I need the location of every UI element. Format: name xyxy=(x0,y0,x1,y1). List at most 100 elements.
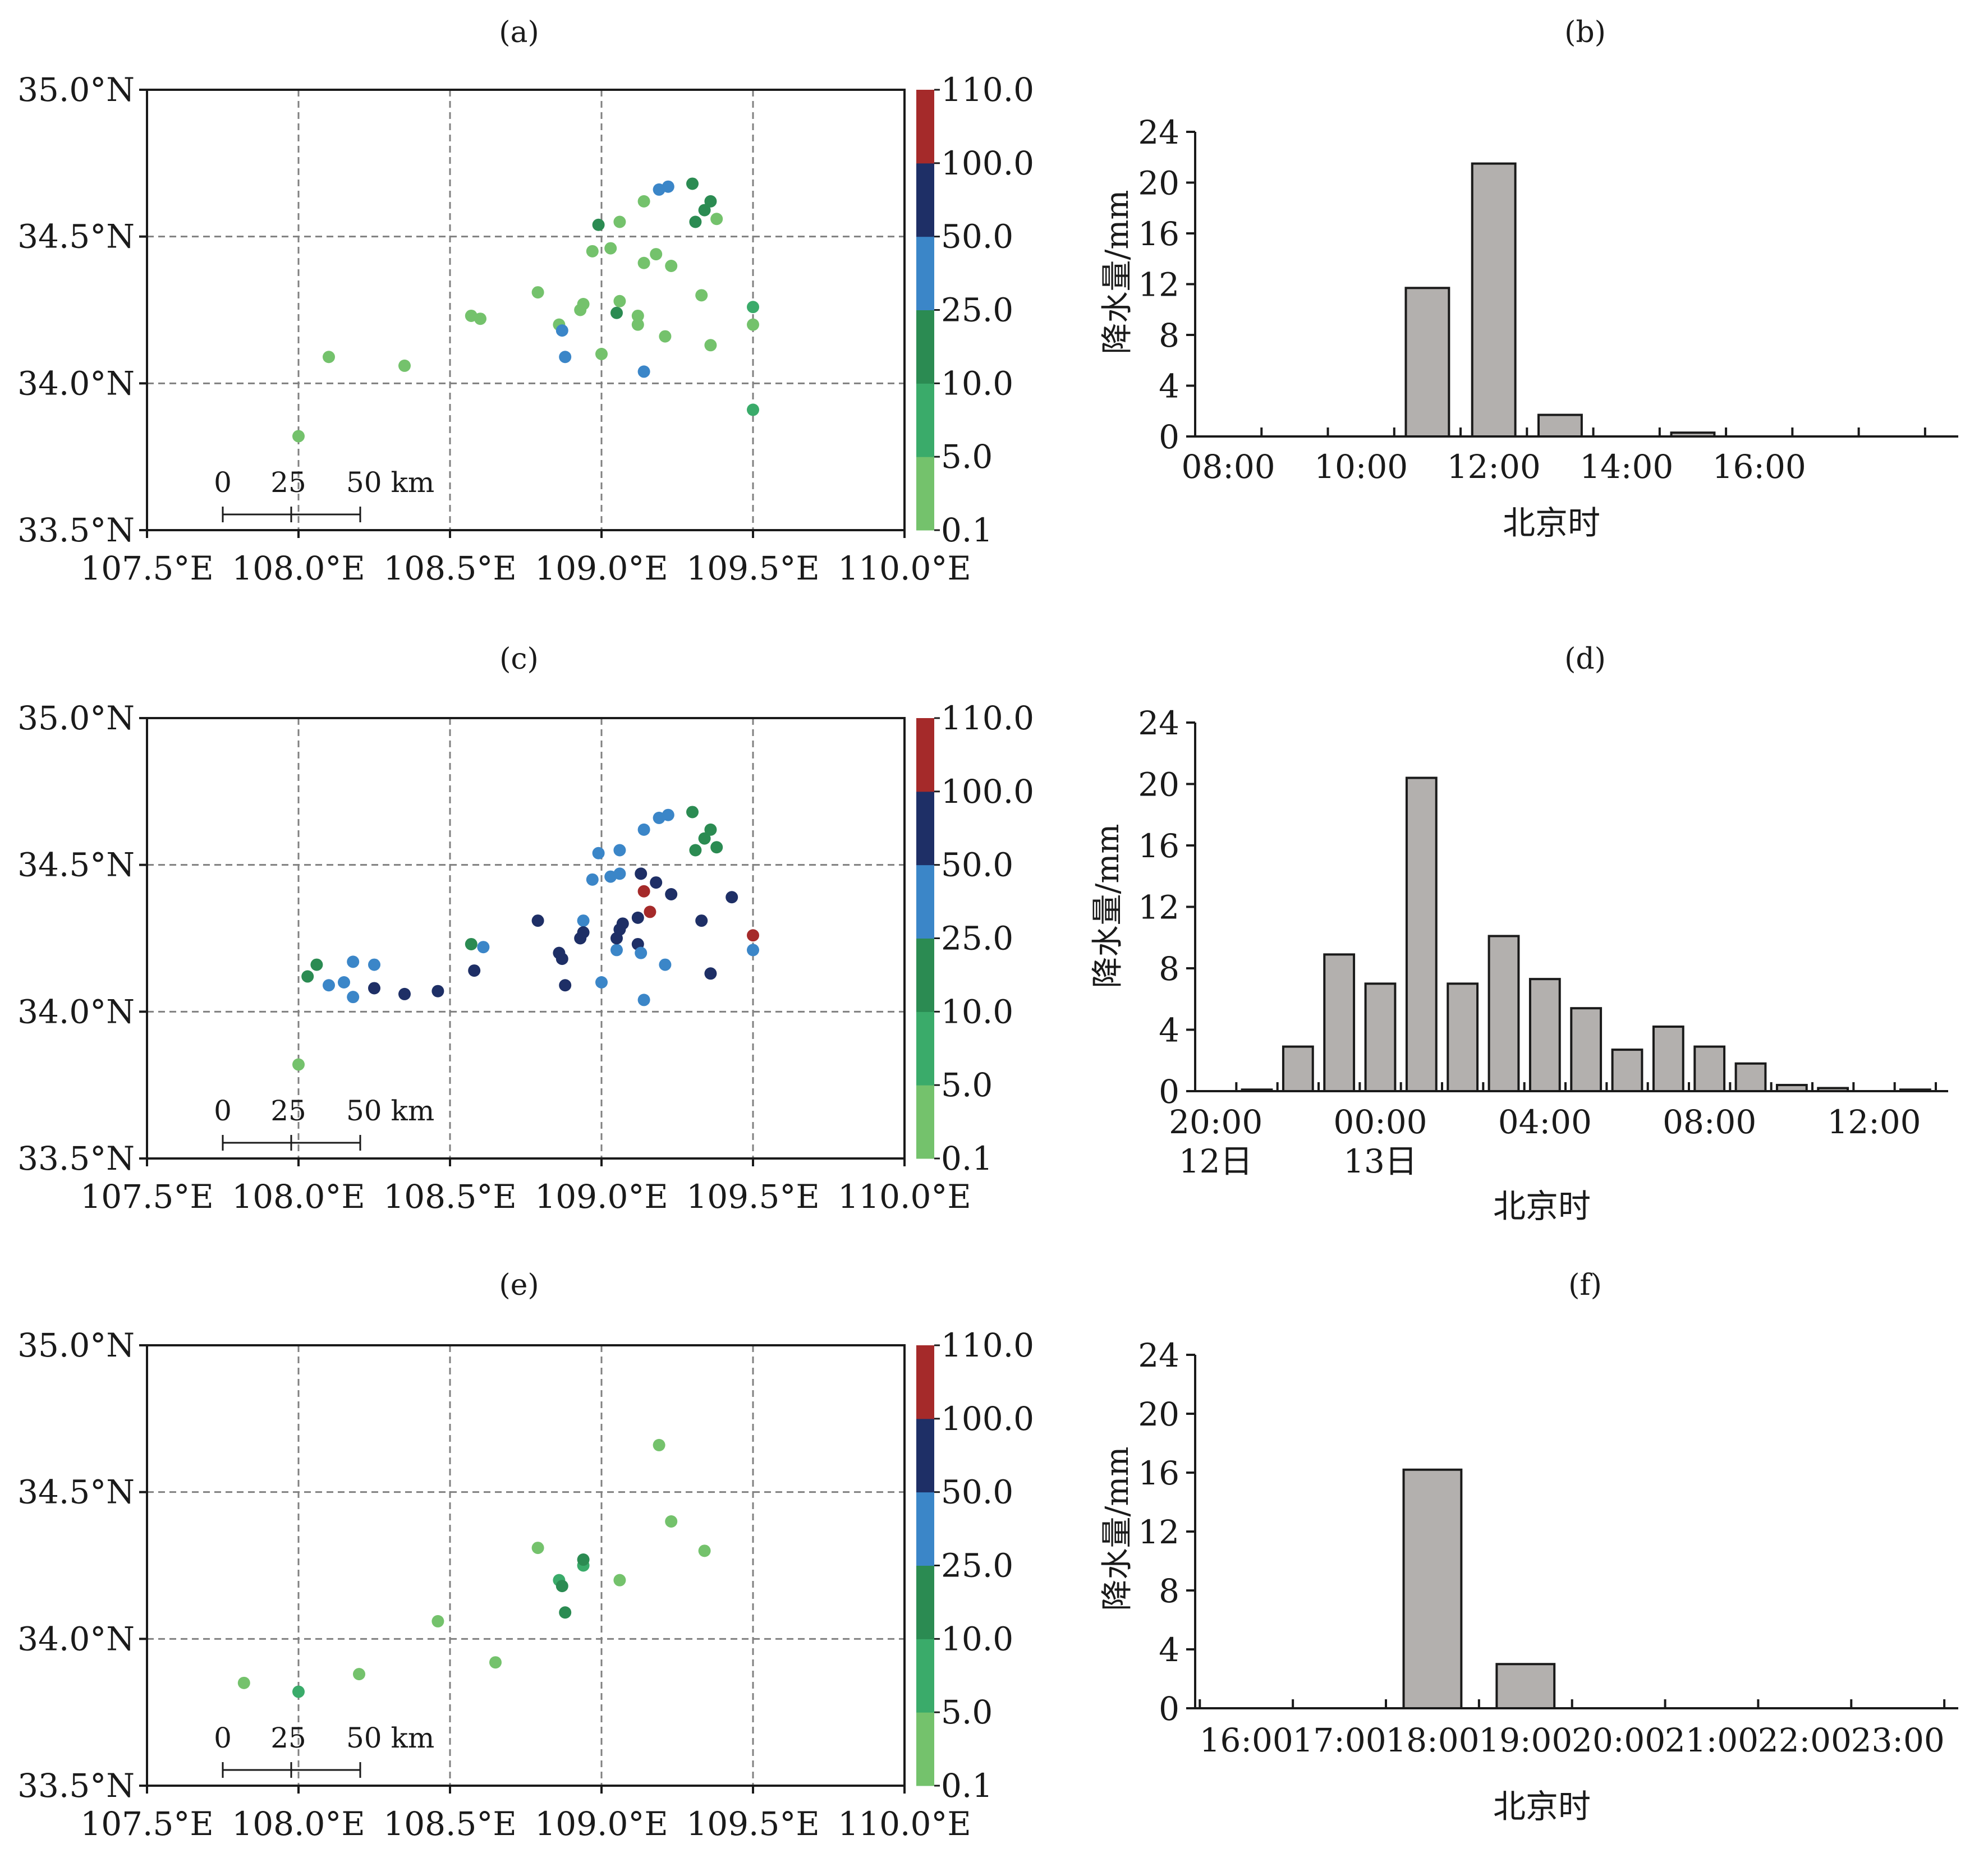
bar-b-xtick-label-4: 16:00 xyxy=(1712,448,1806,486)
panel-title-f: (f) xyxy=(1568,1268,1602,1302)
bar-d-bar-14 xyxy=(1775,1084,1808,1093)
colorbar-c-segment-2 xyxy=(916,938,934,1012)
bar-d-date-label-1: 13日 xyxy=(1343,1142,1417,1180)
map-a-point-17 xyxy=(613,295,626,307)
panel-title-d: (d) xyxy=(1564,642,1606,676)
map-e-point-8 xyxy=(559,1606,572,1619)
map-a-point-13 xyxy=(595,348,608,360)
map-c-point-38 xyxy=(644,905,656,918)
colorbar-c-segment-0 xyxy=(916,1085,934,1159)
map-a-point-22 xyxy=(637,365,650,378)
bar-d-bar-8 xyxy=(1528,978,1561,1092)
bar-d-bar-5 xyxy=(1405,776,1438,1093)
map-c-point-3 xyxy=(323,979,335,992)
map-e-point-11 xyxy=(613,1574,626,1587)
colorbar-a-label-2: 10.0 xyxy=(941,364,1013,402)
bar-d-xtick-label-4: 12:00 xyxy=(1827,1103,1921,1141)
bar-d-xtick-label-0: 20:00 xyxy=(1169,1103,1262,1141)
bar-d-xtick-label-3: 08:00 xyxy=(1663,1103,1756,1141)
map-c-point-43 xyxy=(665,888,678,900)
map-a-point-33 xyxy=(704,339,717,352)
colorbar-a-label-0: 0.1 xyxy=(941,511,993,549)
bar-d-xtick-label-2: 04:00 xyxy=(1498,1103,1592,1141)
map-a-point-5 xyxy=(531,286,544,299)
map-a-point-0 xyxy=(292,430,305,443)
map-a-point-8 xyxy=(559,351,572,364)
colorbar-c-segment-3 xyxy=(916,865,934,939)
bar-f-bar-3 xyxy=(1495,1663,1556,1709)
colorbar-a-segment-3 xyxy=(916,236,934,310)
map-c-point-4 xyxy=(338,976,350,988)
map-c-point-12 xyxy=(468,964,481,977)
map-c-point-20 xyxy=(577,926,590,939)
map-e-xtick-label-0: 107.5°E xyxy=(80,1805,213,1843)
map-c-point-23 xyxy=(595,976,608,988)
colorbar-a-label-4: 50.0 xyxy=(941,218,1013,256)
map-c-point-13 xyxy=(477,941,490,954)
map-a-ytick-label-3: 35.0°N xyxy=(17,71,135,109)
bar-b-bar-7 xyxy=(1670,431,1716,438)
colorbar-e-segment-2 xyxy=(916,1565,934,1639)
map-a-xtick-label-4: 109.5°E xyxy=(686,549,819,587)
panel-title-e: (e) xyxy=(499,1268,539,1302)
map-c-point-37 xyxy=(637,994,650,1006)
bar-d-bar-7 xyxy=(1487,935,1520,1092)
bar-f-xtick-label-0: 16:00 xyxy=(1200,1721,1293,1759)
bar-b-ylabel: 降水量/mm xyxy=(1099,190,1136,354)
map-e-point-1 xyxy=(292,1685,305,1698)
bar-d-date-label-0: 12日 xyxy=(1179,1142,1253,1180)
map-e-point-3 xyxy=(431,1615,444,1627)
colorbar-a-segment-4 xyxy=(916,163,934,237)
colorbar-e-label-0: 0.1 xyxy=(941,1767,993,1805)
map-c-point-42 xyxy=(662,808,674,821)
map-c-point-46 xyxy=(695,914,708,927)
map-a-point-18 xyxy=(631,309,644,322)
map-a-point-35 xyxy=(747,301,759,314)
map-c-point-33 xyxy=(635,946,648,959)
map-c-point-9 xyxy=(398,987,411,1000)
map-a-xtick-label-1: 108.0°E xyxy=(232,549,365,587)
map-a-point-29 xyxy=(689,215,702,228)
map-e-ytick-label-0: 33.5°N xyxy=(17,1767,135,1805)
bar-f-xtick-label-6: 22:00 xyxy=(1758,1721,1852,1759)
bar-d-ylabel: 降水量/mm xyxy=(1090,824,1126,988)
bar-b-ytick-label-1: 4 xyxy=(1159,367,1179,406)
map-e-point-2 xyxy=(353,1668,365,1681)
map-a-point-16 xyxy=(610,306,623,319)
map-a-point-36 xyxy=(747,318,759,331)
bar-b-bar-3 xyxy=(1404,287,1450,438)
map-e-point-12 xyxy=(653,1438,665,1451)
map-c-point-36 xyxy=(637,823,650,836)
map-c-point-41 xyxy=(659,958,672,971)
colorbar-a-label-6: 110.0 xyxy=(941,71,1034,109)
bar-d-xtick-label-1: 00:00 xyxy=(1333,1103,1427,1141)
colorbar-c-label-5: 100.0 xyxy=(941,773,1034,811)
colorbar-c-label-0: 0.1 xyxy=(941,1139,993,1178)
map-e-scale-label-2: 50 km xyxy=(346,1722,434,1754)
map-c-ytick-label-0: 33.5°N xyxy=(17,1139,135,1178)
bar-f-xtick-label-3: 19:00 xyxy=(1479,1721,1572,1759)
colorbar-a-segment-1 xyxy=(916,383,934,457)
bar-f-ytick-label-4: 16 xyxy=(1138,1454,1179,1492)
bar-f-xtick-label-2: 18:00 xyxy=(1385,1721,1479,1759)
map-c-point-26 xyxy=(613,844,626,857)
colorbar-e-label-3: 25.0 xyxy=(941,1547,1013,1585)
colorbar-c-label-3: 25.0 xyxy=(941,919,1013,958)
panel-title-b: (b) xyxy=(1564,16,1606,49)
map-e-xtick-label-5: 110.0°E xyxy=(838,1805,971,1843)
bar-b-ytick-label-0: 0 xyxy=(1159,418,1179,456)
map-c-point-22 xyxy=(592,847,605,859)
map-a-xtick-label-0: 107.5°E xyxy=(80,549,213,587)
map-e-frame xyxy=(146,1344,906,1787)
map-a-point-21 xyxy=(637,195,650,208)
map-c-point-49 xyxy=(704,967,717,980)
bar-f-ytick-label-3: 12 xyxy=(1138,1513,1179,1551)
map-c-point-25 xyxy=(613,867,626,880)
map-c-point-35 xyxy=(637,885,650,898)
bar-b-xlabel: 北京时 xyxy=(1503,504,1600,542)
map-e-point-7 xyxy=(555,1580,568,1593)
map-a-point-7 xyxy=(555,324,568,337)
map-c-xtick-label-1: 108.0°E xyxy=(232,1178,365,1216)
map-c-point-34 xyxy=(635,867,648,880)
map-c-point-8 xyxy=(368,982,380,995)
